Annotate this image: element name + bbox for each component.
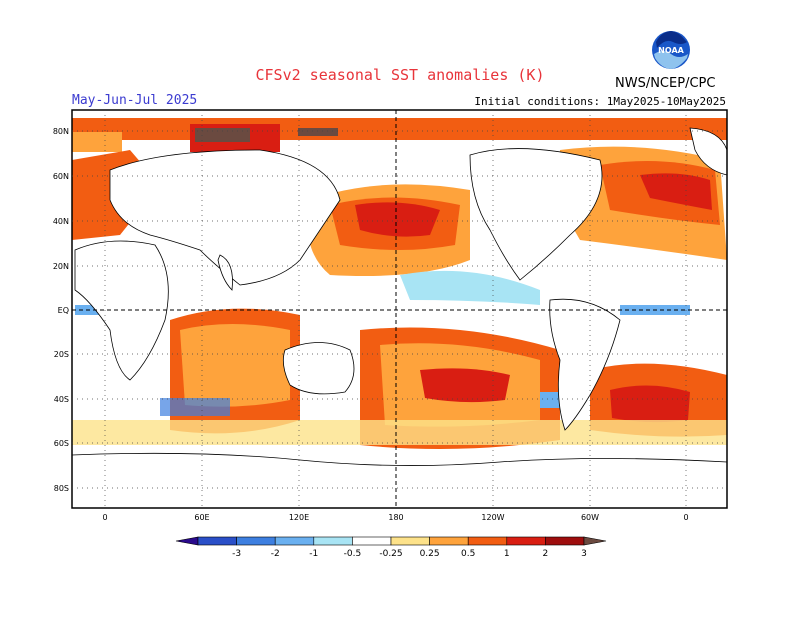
colorbar-label: 1 bbox=[504, 549, 510, 559]
lat-label: 80S bbox=[54, 484, 69, 493]
forecast-period: May-Jun-Jul 2025 bbox=[72, 93, 198, 108]
lat-label: 60N bbox=[53, 172, 69, 181]
colorbar-max-arrow bbox=[583, 536, 607, 546]
colorbar-label: -1 bbox=[309, 549, 318, 559]
lat-label: 60S bbox=[54, 439, 69, 448]
colorbar-label: -0.25 bbox=[379, 549, 402, 559]
lat-label: 40N bbox=[53, 217, 69, 226]
colorbar-swatch bbox=[236, 536, 276, 546]
svg-text:NOAA: NOAA bbox=[658, 46, 684, 55]
lon-label: 0 bbox=[102, 513, 107, 522]
colorbar-swatch bbox=[313, 536, 353, 546]
longitude-labels: 0 60E 120E 180 120W 60W 0 bbox=[102, 513, 688, 522]
colorbar-label: 0.25 bbox=[420, 549, 440, 559]
equator-dateline bbox=[72, 110, 727, 508]
initial-conditions: Initial conditions: 1May2025-10May2025 bbox=[474, 95, 726, 108]
graticule bbox=[72, 110, 727, 508]
noaa-logo-icon: NOAA bbox=[652, 31, 690, 69]
map-frame bbox=[71, 109, 728, 509]
lat-label: 20N bbox=[53, 262, 69, 271]
lat-label: 40S bbox=[54, 395, 69, 404]
agency-label: NWS/NCEP/CPC bbox=[615, 76, 716, 91]
colorbar-label: -2 bbox=[271, 549, 280, 559]
colorbar-label: 0.5 bbox=[461, 549, 475, 559]
colorbar-swatch bbox=[467, 536, 508, 546]
colorbar-swatch bbox=[352, 536, 392, 546]
colorbar-swatch bbox=[545, 536, 585, 546]
lon-label: 60E bbox=[194, 513, 209, 522]
colorbar-swatch bbox=[506, 536, 546, 546]
colorbar-label: 2 bbox=[543, 549, 549, 559]
lat-label: 80N bbox=[53, 127, 69, 136]
lat-label: 20S bbox=[54, 350, 69, 359]
lon-label: 120W bbox=[481, 513, 504, 522]
colorbar-label: 3 bbox=[581, 549, 587, 559]
latitude-labels: 80N 60N 40N 20N EQ 20S 40S 60S 80S bbox=[53, 127, 69, 493]
colorbar-swatch bbox=[390, 536, 430, 546]
colorbar-swatch bbox=[429, 536, 469, 546]
lon-label: 120E bbox=[289, 513, 309, 522]
lat-label: EQ bbox=[58, 306, 69, 315]
colorbar-swatch bbox=[197, 536, 237, 546]
colorbar-label: -0.5 bbox=[344, 549, 362, 559]
lon-label: 0 bbox=[683, 513, 688, 522]
lon-label: 180 bbox=[388, 513, 403, 522]
colorbar-swatch bbox=[274, 536, 315, 546]
colorbar-min-arrow bbox=[175, 536, 199, 546]
map-title: CFSv2 seasonal SST anomalies (K) bbox=[255, 66, 545, 84]
colorbar-label: -3 bbox=[232, 549, 241, 559]
colorbar: -3 -2 -1 -0.5 -0.25 0.25 0.5 1 2 3 bbox=[175, 536, 607, 559]
lon-label: 60W bbox=[581, 513, 599, 522]
continents bbox=[72, 127, 727, 508]
